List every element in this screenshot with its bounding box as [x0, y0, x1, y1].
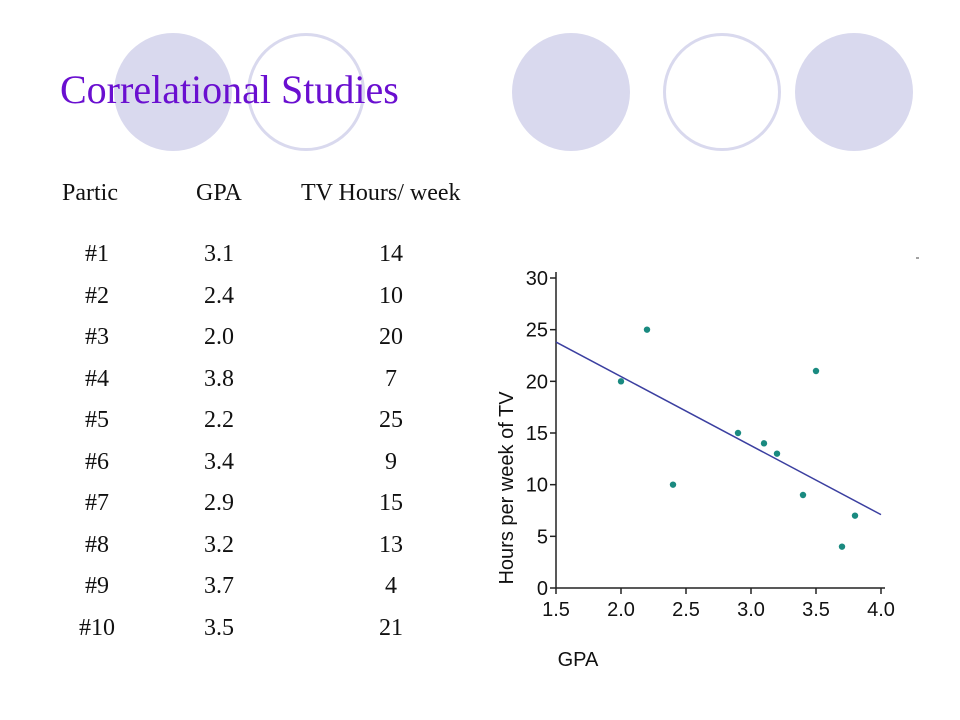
y-tick-label: 0 — [537, 578, 548, 600]
header-tv-hours: TV Hours/ week — [301, 180, 461, 206]
y-tick-label: 20 — [526, 371, 548, 393]
x-tick-label: 1.5 — [542, 599, 570, 621]
y-axis-title: Hours per week of TV — [496, 391, 518, 585]
cell-tv-hours: 15 — [379, 490, 403, 516]
cell-tv-hours: 7 — [385, 365, 397, 392]
scatter-point — [617, 378, 625, 385]
y-tick-label: 10 — [526, 475, 548, 497]
trend-line — [555, 341, 882, 516]
cell-gpa: 2.9 — [204, 490, 234, 516]
cell-tv-hours: 4 — [385, 573, 397, 599]
cell-gpa: 2.2 — [204, 407, 234, 433]
decor-circle-2 — [247, 33, 365, 151]
y-tick-label: 25 — [526, 320, 548, 342]
x-axis-title: GPA — [558, 649, 599, 671]
cell-partic: #5 — [85, 407, 109, 433]
cell-gpa: 3.8 — [204, 365, 234, 392]
slide-title: Correlational Studies — [60, 67, 399, 112]
decor-circle-1 — [114, 33, 232, 151]
header-gpa: GPA — [196, 180, 242, 206]
scatter-point — [851, 512, 859, 519]
cell-gpa: 3.7 — [204, 573, 234, 599]
decor-circle-3 — [512, 33, 630, 151]
cell-tv-hours: 13 — [379, 531, 403, 558]
y-tick-label: 5 — [537, 526, 548, 548]
scatter-point — [760, 440, 768, 447]
cell-partic: #9 — [85, 573, 109, 599]
scatter-point — [734, 429, 742, 437]
cell-tv-hours: 10 — [379, 282, 403, 309]
scatter-point — [669, 481, 677, 488]
decor-circle-5 — [795, 33, 913, 151]
scatter-point — [838, 543, 846, 550]
x-tick-label: 4.0 — [867, 599, 895, 621]
y-tick-label: 15 — [526, 423, 548, 445]
cell-partic: #10 — [79, 614, 115, 641]
x-tick-label: 2.5 — [672, 599, 700, 621]
decor-circle-4 — [663, 33, 781, 151]
cell-partic: #6 — [85, 448, 109, 475]
header-partic: Partic — [62, 180, 118, 206]
cell-gpa: 2.0 — [204, 324, 234, 350]
scatter-point — [773, 450, 781, 457]
cell-partic: #3 — [85, 324, 109, 350]
scatter-point — [799, 491, 807, 499]
cell-gpa: 3.2 — [204, 531, 234, 558]
cell-partic: #8 — [85, 531, 109, 558]
cell-gpa: 2.4 — [204, 282, 234, 309]
cell-tv-hours: 9 — [385, 448, 397, 475]
cell-partic: #2 — [85, 282, 109, 309]
y-tick-label: 30 — [526, 268, 548, 290]
x-tick-label: 3.0 — [737, 599, 765, 621]
cell-partic: #1 — [85, 241, 109, 267]
cell-partic: #4 — [85, 365, 109, 392]
cell-tv-hours: 25 — [379, 407, 403, 433]
x-tick-label: 3.5 — [802, 599, 830, 621]
cell-tv-hours: 20 — [379, 324, 403, 350]
cell-partic: #7 — [85, 490, 109, 516]
cell-gpa: 3.5 — [204, 614, 234, 641]
x-tick-label: 2.0 — [607, 599, 635, 621]
scatter-point — [643, 326, 651, 333]
cell-gpa: 3.1 — [204, 241, 234, 267]
cell-tv-hours: 21 — [379, 614, 403, 641]
cell-gpa: 3.4 — [204, 448, 234, 475]
scatter-point — [812, 367, 820, 375]
cell-tv-hours: 14 — [379, 241, 403, 267]
